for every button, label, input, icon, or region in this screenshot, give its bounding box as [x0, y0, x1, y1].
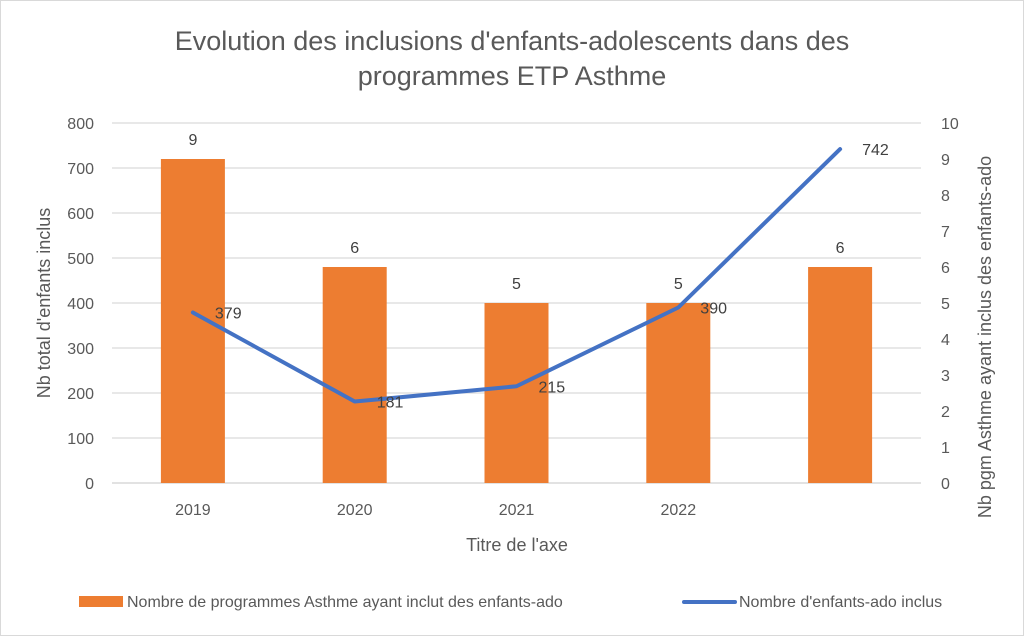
x-axis-tick-label: 2019 — [175, 502, 211, 519]
x-axis-title: Titre de l'axe — [466, 535, 568, 555]
right-axis-tick-label: 2 — [941, 404, 950, 421]
bar — [646, 303, 711, 483]
left-axis-tick-label: 100 — [67, 431, 94, 448]
chart-title: Evolution des inclusions d'enfants-adole… — [175, 26, 850, 91]
chart-title-line-2: programmes ETP Asthme — [358, 61, 667, 91]
left-axis-title: Nb total d'enfants inclus — [34, 208, 54, 399]
bar-data-label: 9 — [188, 132, 197, 149]
chart-title-line-1: Evolution des inclusions d'enfants-adole… — [175, 26, 850, 56]
left-axis-tick-label: 500 — [67, 251, 94, 268]
left-axis-ticks: 0 100 200 300 400 500 600 700 800 — [67, 116, 94, 493]
x-axis-tick-label: 2021 — [499, 502, 535, 519]
line-data-label: 181 — [377, 395, 404, 412]
bar — [484, 303, 549, 483]
bar-data-label: 5 — [674, 276, 683, 293]
line-data-label: 742 — [862, 142, 889, 159]
left-axis-tick-label: 600 — [67, 206, 94, 223]
legend-label-bars: Nombre de programmes Asthme ayant inclut… — [127, 594, 563, 611]
data-labels: 9 6 5 5 6 379 181 215 390 742 — [188, 132, 888, 412]
bar-series — [160, 159, 873, 483]
legend-label-line: Nombre d'enfants-ado inclus — [739, 594, 942, 611]
line-data-label: 379 — [215, 305, 242, 322]
bar — [322, 267, 387, 483]
bar — [160, 159, 225, 483]
right-axis-tick-label: 9 — [941, 152, 950, 169]
bar-data-label: 5 — [512, 276, 521, 293]
right-axis-tick-label: 8 — [941, 188, 950, 205]
left-axis-tick-label: 0 — [85, 476, 94, 493]
line-series — [190, 147, 843, 404]
legend: Nombre de programmes Asthme ayant inclut… — [79, 594, 942, 611]
left-axis-tick-label: 800 — [67, 116, 94, 133]
right-axis-tick-label: 5 — [941, 296, 950, 313]
right-axis-tick-label: 3 — [941, 368, 950, 385]
x-axis-tick-label: 2022 — [661, 502, 697, 519]
right-axis-ticks: 0 1 2 3 4 5 6 7 8 9 10 — [941, 116, 959, 493]
right-axis-tick-label: 0 — [941, 476, 950, 493]
line-data-label: 390 — [700, 301, 727, 318]
right-axis-tick-label: 4 — [941, 332, 950, 349]
x-axis-tick-label: 2020 — [337, 502, 373, 519]
right-axis-tick-label: 7 — [941, 224, 950, 241]
x-axis-ticks: 2019 2020 2021 2022 — [175, 502, 696, 519]
bar-data-label: 6 — [836, 240, 845, 257]
right-axis-tick-label: 10 — [941, 116, 959, 133]
left-axis-tick-label: 200 — [67, 386, 94, 403]
right-axis-tick-label: 1 — [941, 440, 950, 457]
right-axis-tick-label: 6 — [941, 260, 950, 277]
bar-data-label: 6 — [350, 240, 359, 257]
left-axis-tick-label: 300 — [67, 341, 94, 358]
line-data-label: 215 — [539, 379, 566, 396]
bar — [808, 267, 873, 483]
legend-swatch-bars — [79, 596, 123, 607]
left-axis-tick-label: 400 — [67, 296, 94, 313]
left-axis-tick-label: 700 — [67, 161, 94, 178]
right-axis-title: Nb pgm Asthme ayant inclus des enfants-a… — [975, 156, 995, 518]
gridlines — [112, 122, 921, 484]
